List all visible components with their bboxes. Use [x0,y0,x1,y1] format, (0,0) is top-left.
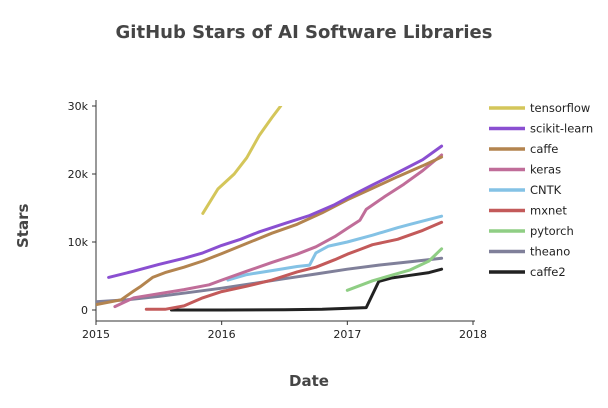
x-tick-label: 2016 [208,328,236,341]
axis-ticks: 0 10k 20k 30k 2015 2016 2017 2018 [68,100,487,341]
legend-label-theano: theano [530,245,570,259]
series-line-cntk [226,214,444,282]
x-tick-label: 2015 [82,328,110,341]
series-line-caffe [96,155,444,307]
series-line-caffe2 [169,267,444,312]
x-axis-label: Date [289,372,329,390]
legend-label-caffe: caffe [530,142,558,156]
plot-area [96,106,473,321]
legend-label-cntk: CNTK [530,183,562,197]
y-tick-label: 0 [81,304,88,317]
legend-label-scikit-learn: scikit-learn [530,122,593,136]
series-line-tensorflow [201,106,283,215]
series-line-mxnet [144,220,444,311]
y-tick-label: 20k [68,168,89,181]
legend-label-mxnet: mxnet [530,204,567,218]
legend-label-pytorch: pytorch [530,224,574,238]
legend-label-keras: keras [530,163,561,177]
series-line-pytorch [345,247,444,292]
legend: tensorflow scikit-learn caffe keras CNTK mxne… [489,101,593,279]
y-tick-label: 30k [68,100,89,113]
x-tick-label: 2017 [333,328,361,341]
legend-label-caffe2: caffe2 [530,265,566,279]
series-lines [96,106,444,312]
series-line-keras [113,153,444,309]
y-tick-label: 10k [68,236,89,249]
chart-title: GitHub Stars of AI Software Libraries [115,22,493,43]
legend-label-tensorflow: tensorflow [530,101,590,115]
x-tick-label: 2018 [459,328,487,341]
series-line-scikit-learn [107,144,444,279]
